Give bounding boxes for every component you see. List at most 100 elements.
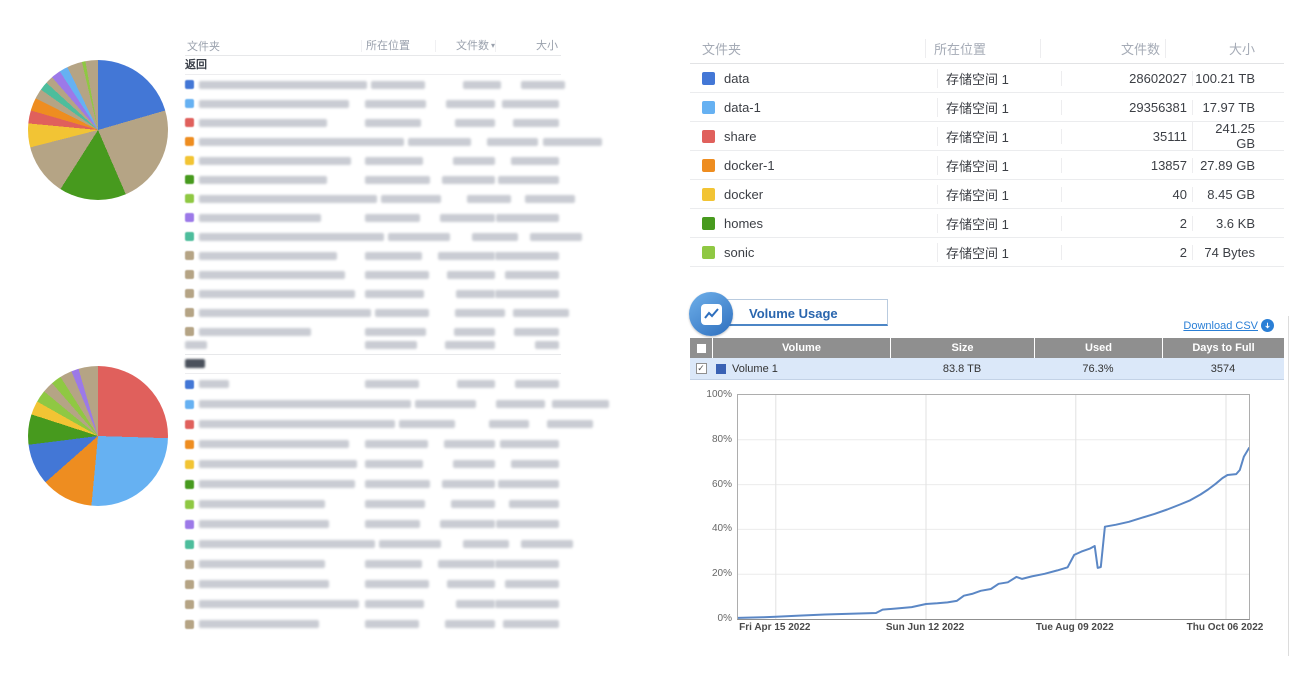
table-row[interactable] [185, 170, 561, 189]
blurred-size [503, 620, 559, 628]
blurred-location [365, 270, 429, 279]
blurred-file-count [453, 156, 495, 165]
column-volume: Volume [712, 338, 890, 358]
table-row[interactable] [185, 614, 561, 634]
folder-color-chip [702, 129, 715, 143]
blurred-folder-name [199, 440, 349, 448]
download-csv-link[interactable]: Download CSV ➜ [1183, 319, 1274, 332]
table-row[interactable] [185, 514, 561, 534]
folder-color-chip [702, 245, 715, 259]
table-row[interactable] [185, 414, 593, 434]
folder-size: 17.97 TB [1192, 99, 1284, 115]
folder-color-chip [185, 439, 194, 449]
folder-color-chip [185, 379, 194, 389]
back-link[interactable]: 返回 [185, 56, 561, 75]
blurred-folder-name [199, 480, 355, 488]
folder-color-chip [185, 80, 194, 89]
blurred-file-count [438, 251, 495, 260]
folder-location: 存储空间 1 [937, 68, 1061, 88]
volume-days-to-full: 3574 [1210, 362, 1236, 375]
blurred-size [552, 400, 609, 408]
blurred-folder-name [199, 380, 229, 388]
table-row[interactable] [185, 534, 573, 554]
table-row[interactable] [185, 454, 561, 474]
shared-folder-row[interactable]: data 存储空间 1 28602027 100.21 TB [690, 64, 1284, 93]
blurred-folder-name [199, 400, 411, 408]
volume-checkbox[interactable]: ✓ [695, 363, 707, 374]
blurred-folder-name [199, 99, 349, 108]
table-row[interactable] [185, 151, 561, 170]
blurred-location [365, 580, 429, 588]
folder-color-chip [702, 100, 715, 114]
column-files: 文件数 [1040, 38, 1165, 58]
table-row[interactable] [185, 322, 561, 341]
blurred-location [365, 380, 419, 388]
blurred-file-count [463, 540, 509, 548]
blurred-location [365, 175, 430, 184]
blurred-location [365, 460, 423, 468]
table-row[interactable] [185, 434, 561, 454]
volume-table-rows: ✓ Volume 1 83.8 TB 76.3% 3574 [690, 358, 1284, 380]
table-row[interactable] [185, 494, 561, 514]
y-tick-label: 40% [711, 523, 732, 535]
folder-size: 74 Bytes [1192, 244, 1284, 260]
folder-color-chip [702, 216, 715, 230]
panel-right-border [1288, 316, 1289, 656]
folder-name: sonic [724, 244, 755, 260]
blurred-file-count [442, 175, 495, 184]
select-all-checkbox[interactable] [690, 338, 712, 358]
blurred-size [511, 460, 559, 468]
folder-list-bottom [185, 336, 609, 634]
blurred-location [365, 156, 423, 165]
table-row[interactable] [185, 208, 561, 227]
table-row[interactable] [185, 303, 569, 322]
column-files-sortable[interactable]: 文件数 ▾ [435, 40, 495, 52]
shared-folder-row[interactable]: homes 存储空间 1 2 3.6 KB [690, 209, 1284, 238]
y-tick-label: 20% [711, 568, 732, 580]
shared-folder-row[interactable]: sonic 存储空间 1 2 74 Bytes [690, 238, 1284, 267]
blurred-location [365, 500, 425, 508]
blurred-size [547, 420, 593, 428]
download-icon: ➜ [1261, 319, 1274, 332]
blurred-folder-name [199, 600, 359, 608]
table-row[interactable] [185, 75, 565, 94]
table-row[interactable] [185, 394, 609, 414]
blurred-location [365, 520, 420, 528]
table-row[interactable] [185, 374, 561, 394]
blurred-file-count [463, 80, 501, 89]
table-row[interactable] [185, 132, 602, 151]
table-row[interactable] [185, 113, 561, 132]
blurred-folder-name [199, 560, 325, 568]
back-link[interactable] [185, 355, 561, 374]
y-tick-label: 0% [717, 613, 732, 624]
folder-size: 8.45 GB [1192, 186, 1284, 202]
folder-file-count: 28602027 [1061, 70, 1192, 86]
volume-used: 76.3% [1082, 362, 1114, 375]
table-row[interactable] [185, 554, 561, 574]
folder-color-chip [185, 499, 194, 509]
blurred-location [365, 327, 426, 336]
blurred-file-count [467, 194, 511, 203]
table-row[interactable] [185, 94, 561, 113]
x-tick-label: Fri Apr 15 2022 [739, 622, 811, 633]
blurred-folder-name [199, 232, 384, 241]
volume-name: Volume 1 [732, 362, 778, 375]
table-row[interactable] [185, 265, 561, 284]
table-row[interactable] [185, 189, 575, 208]
shared-folder-row[interactable]: share 存储空间 1 35111 241.25 GB [690, 121, 1284, 151]
blurred-location [375, 308, 429, 317]
blurred-file-count [447, 270, 495, 279]
shared-folder-row[interactable]: data-1 存储空间 1 29356381 17.97 TB [690, 93, 1284, 122]
folder-size: 3.6 KB [1192, 215, 1284, 231]
table-row[interactable] [185, 574, 561, 594]
shared-folder-row[interactable]: docker-1 存储空间 1 13857 27.89 GB [690, 151, 1284, 180]
table-row[interactable] [185, 227, 582, 246]
table-row[interactable] [185, 594, 561, 614]
blurred-folder-name [199, 194, 377, 203]
table-row[interactable] [185, 474, 561, 494]
shared-folder-row[interactable]: docker 存储空间 1 40 8.45 GB [690, 180, 1284, 209]
blurred-size [495, 251, 559, 260]
table-row[interactable] [185, 284, 561, 303]
table-row[interactable] [185, 246, 561, 265]
folder-pie-chart-bottom [28, 366, 168, 506]
